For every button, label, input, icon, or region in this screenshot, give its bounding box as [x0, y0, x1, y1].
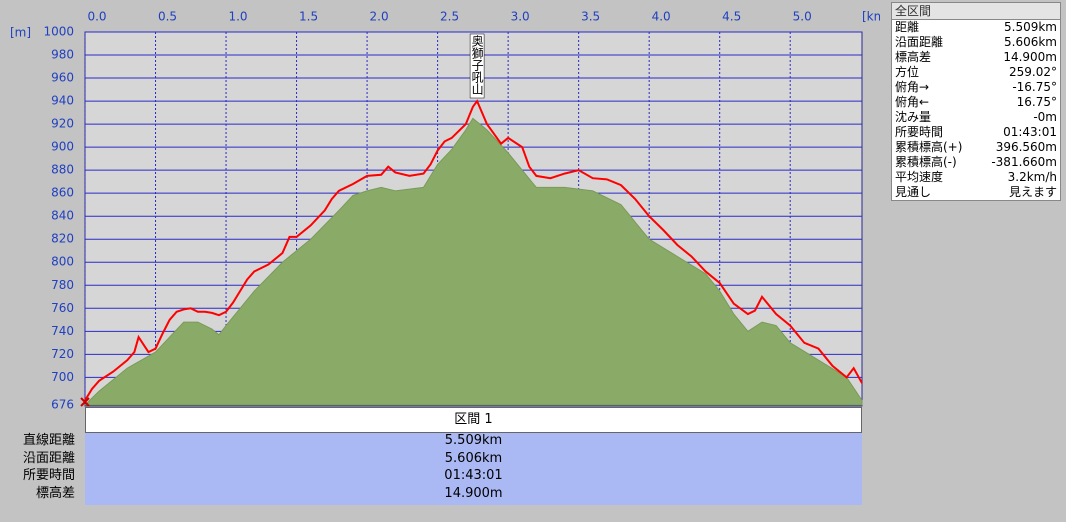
summary-value: -0m: [1033, 110, 1057, 124]
section-value: 5.509km: [444, 433, 503, 448]
summary-value: 16.75°: [1016, 95, 1057, 109]
summary-row: 沈み量 -0m: [892, 110, 1060, 125]
annotation: 奥獅子吼山: [470, 35, 484, 95]
summary-label: 見通し: [895, 185, 932, 199]
x-tick-label: 4.5: [722, 10, 741, 24]
terrain-area: [83, 117, 863, 406]
y-tick-label: 820: [51, 232, 74, 246]
summary-row: 累積標高(-) -381.660m: [892, 155, 1060, 170]
annotation-box: [469, 33, 485, 99]
summary-label: 累積標高(+): [895, 140, 963, 154]
summary-label: 俯角→: [895, 80, 930, 94]
summary-label: 平均速度: [895, 170, 944, 184]
x-tick-label: 3.5: [581, 10, 600, 24]
section-label: 所要時間: [22, 468, 75, 483]
summary-label: 累積標高(-): [895, 155, 957, 169]
summary-row: 距離 5.509km: [892, 20, 1060, 35]
x-tick-label: 4.0: [652, 10, 671, 24]
elevation-line: [84, 99, 863, 401]
summary-row: 所要時間 01:43:01: [892, 125, 1060, 140]
y-tick-label: 800: [51, 255, 74, 269]
y-tick-label: 980: [51, 48, 74, 62]
y-tick-label: 960: [51, 71, 74, 85]
y-tick-label: 700: [51, 370, 74, 384]
summary-value: 5.509km: [1004, 20, 1057, 34]
summary-label: 俯角←: [895, 95, 930, 109]
chart: [m] [km] 676 700 720 740 760 780 800 820 840 860 8…: [10, 10, 880, 411]
section-label: 沿面距離: [22, 450, 75, 466]
section-box: [85, 433, 862, 505]
x-tick-label: 2.5: [440, 10, 459, 24]
y-tick-label: 840: [51, 209, 74, 223]
summary-label: 所要時間: [895, 125, 944, 139]
y-tick-label: 860: [51, 186, 74, 200]
summary-label: 方位: [895, 65, 920, 79]
summary-panel: 全区間 距離 5.509km 沿面距離 5.606km 標高差 14.900m 方位 259.…: [891, 2, 1061, 201]
summary-value: 01:43:01: [1003, 125, 1057, 139]
x-tick-label: 0.5: [158, 10, 177, 24]
y-axis-label: [m]: [10, 26, 31, 40]
summary-row: 見通し 見えます: [892, 185, 1060, 200]
summary-value: 3.2km/h: [1007, 170, 1057, 184]
section-title: 区間 1: [85, 407, 862, 433]
section-label: 直線距離: [22, 433, 75, 448]
summary-row: 俯角→ -16.75°: [892, 80, 1060, 95]
summary-row: 累積標高(+) 396.560m: [892, 140, 1060, 155]
y-tick-label: 760: [51, 301, 74, 315]
summary-label: 標高差: [895, 50, 932, 64]
summary-title: 全区間: [892, 3, 1060, 20]
y-tick-label: 940: [51, 94, 74, 108]
summary-row: 俯角← 16.75°: [892, 95, 1060, 110]
summary-value: -16.75°: [1012, 80, 1057, 94]
summary-label: 沿面距離: [895, 35, 944, 49]
y-tick-label: 676: [51, 398, 74, 411]
summary-rows: 距離 5.509km 沿面距離 5.606km 標高差 14.900m 方位 259.02° 俯…: [892, 20, 1060, 200]
section-value: 5.606km: [444, 450, 503, 466]
x-axis-label: [km]: [862, 10, 880, 24]
x-tick-label: 3.0: [511, 10, 530, 24]
x-tick-label: 0.0: [87, 10, 106, 24]
x-tick-label: 1.0: [228, 10, 247, 24]
section-value: 14.900m: [444, 485, 503, 501]
summary-row: 標高差 14.900m: [892, 50, 1060, 65]
summary-row: 沿面距離 5.606km: [892, 35, 1060, 50]
summary-value: 5.606km: [1004, 35, 1057, 49]
summary-value: 396.560m: [995, 140, 1057, 154]
summary-row: 平均速度 3.2km/h: [892, 170, 1060, 185]
summary-value: -381.660m: [991, 155, 1057, 169]
summary-value: 14.900m: [1003, 50, 1057, 64]
x-tick-label: 2.0: [370, 10, 389, 24]
y-tick-label: 920: [51, 117, 74, 131]
summary-row: 方位 259.02°: [892, 65, 1060, 80]
y-tick-label: 740: [51, 324, 74, 338]
y-tick-label: 720: [51, 347, 74, 361]
summary-value: 259.02°: [1009, 65, 1057, 79]
summary-label: 沈み量: [895, 110, 932, 124]
summary-value: 見えます: [1008, 185, 1057, 199]
y-tick-label: 900: [51, 140, 74, 154]
start-marker: [80, 397, 90, 407]
y-tick-label: 1000: [43, 25, 74, 39]
section-label: 標高差: [35, 485, 75, 501]
summary-label: 距離: [895, 20, 920, 34]
x-tick-label: 5.0: [793, 10, 812, 24]
y-tick-label: 880: [51, 163, 74, 177]
x-tick-label: 1.5: [299, 10, 318, 24]
y-tick-label: 780: [51, 278, 74, 292]
section-value: 01:43:01: [444, 468, 503, 483]
